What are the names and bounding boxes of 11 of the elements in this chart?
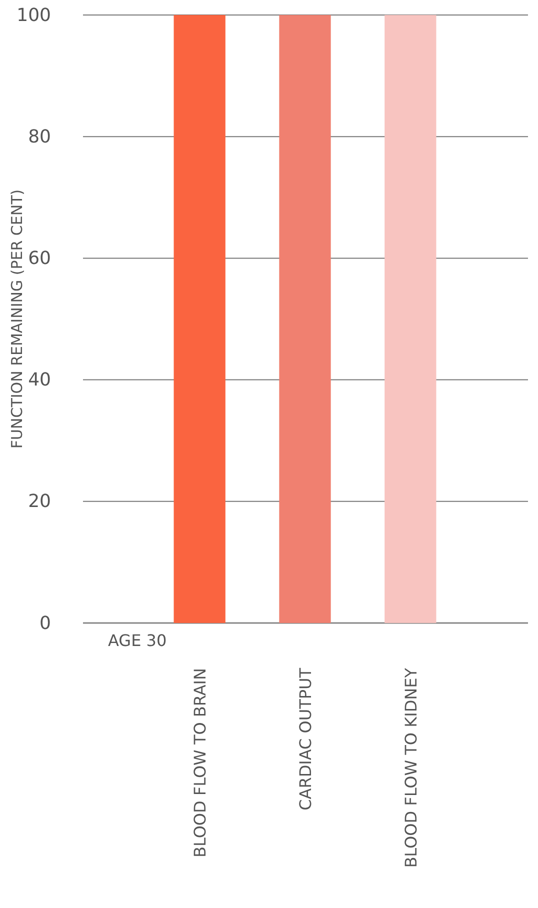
- x-tick-label: BLOOD FLOW TO KIDNEY: [401, 668, 420, 868]
- y-tick-label: 60: [28, 248, 51, 269]
- y-tick-label: 40: [28, 370, 51, 391]
- y-tick-label: 100: [16, 4, 51, 26]
- y-axis-title: FUNCTION REMAINING (PER CENT): [8, 189, 26, 449]
- text: AGE 30: [108, 631, 167, 650]
- x-tick-label: CARDIAC OUTPUT: [296, 668, 315, 810]
- y-tick-label: 0: [40, 612, 51, 634]
- y-tick-label: 20: [28, 491, 51, 512]
- x-tick-label: BLOOD FLOW TO BRAIN: [190, 668, 210, 858]
- y-tick-label: 80: [28, 126, 51, 148]
